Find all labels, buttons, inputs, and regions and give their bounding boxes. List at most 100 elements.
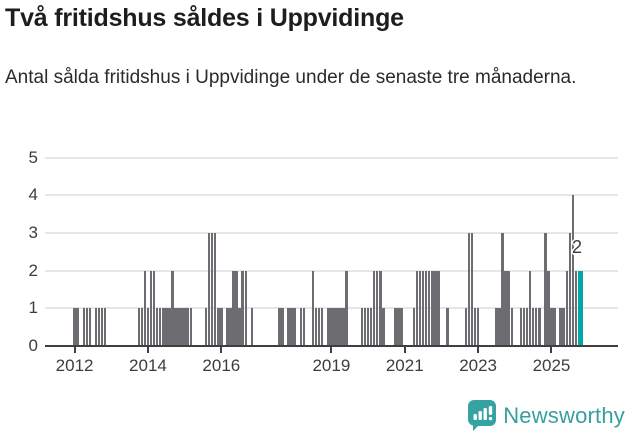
- x-axis-tick: [477, 347, 480, 353]
- bar: [235, 270, 238, 346]
- gridline-y4: [45, 194, 618, 197]
- bar: [379, 270, 382, 346]
- bar: [290, 308, 293, 346]
- gridline-y5: [45, 156, 618, 159]
- bar: [495, 308, 498, 346]
- bar: [562, 308, 565, 346]
- bar: [293, 308, 296, 346]
- bar: [339, 308, 342, 346]
- bar: [544, 232, 547, 346]
- bar: [281, 308, 284, 346]
- newsworthy-wordmark: Newsworthy: [503, 402, 625, 428]
- bar: [183, 308, 186, 346]
- bar: [525, 308, 529, 346]
- bar: [165, 308, 168, 346]
- x-axis-tick-label: 2016: [202, 356, 241, 375]
- bar: [568, 232, 572, 346]
- bar: [143, 270, 147, 346]
- bar: [137, 308, 141, 346]
- bar: [467, 232, 471, 346]
- x-axis-tick-label: 2023: [459, 356, 498, 375]
- x-axis-tick: [146, 347, 149, 353]
- bar: [327, 308, 330, 346]
- bar: [519, 308, 523, 346]
- bar: [207, 232, 211, 346]
- newsworthy-logo: Newsworthy: [468, 400, 625, 431]
- x-axis-tick-label: 2014: [129, 356, 167, 375]
- bar: [363, 308, 367, 346]
- bar: [528, 270, 532, 346]
- x-axis-line: [45, 345, 618, 347]
- bar: [412, 308, 416, 346]
- bar: [330, 308, 333, 346]
- bar: [82, 308, 86, 346]
- x-axis-tick-label: 2025: [532, 356, 571, 375]
- bar: [345, 270, 348, 346]
- bar: [302, 308, 306, 346]
- bar: [241, 270, 244, 346]
- x-axis-tick-label: 2021: [385, 356, 424, 375]
- bar: [342, 308, 345, 346]
- bar: [204, 308, 208, 346]
- bar: [299, 308, 303, 346]
- bar: [232, 270, 235, 346]
- bar: [427, 270, 431, 346]
- bar: [229, 308, 232, 346]
- bar: [565, 270, 569, 346]
- x-axis-tick: [403, 347, 406, 353]
- bar: [473, 308, 477, 346]
- bar: [424, 270, 428, 346]
- y-axis-tick-label: 3: [28, 222, 38, 242]
- bar: [171, 270, 174, 346]
- x-axis-tick-label: 2019: [312, 356, 351, 375]
- y-axis-tick-label: 4: [28, 185, 38, 205]
- bar: [158, 308, 162, 346]
- current-period-bar: [578, 270, 583, 346]
- bar: [470, 232, 474, 346]
- bar: [220, 308, 223, 346]
- bar: [415, 270, 419, 346]
- bar: [394, 308, 397, 346]
- bar: [250, 308, 254, 346]
- x-axis-tick: [330, 347, 333, 353]
- bar: [174, 308, 177, 346]
- bar: [421, 270, 425, 346]
- bar: [226, 308, 229, 346]
- bar: [278, 308, 281, 346]
- bar: [100, 308, 104, 346]
- bar: [372, 270, 376, 346]
- last-bar-value-label: 2: [572, 237, 583, 257]
- bar: [94, 308, 98, 346]
- bar: [162, 308, 165, 346]
- bar: [155, 308, 159, 346]
- bar: [360, 308, 364, 346]
- bar: [437, 270, 440, 346]
- bar: [574, 270, 578, 346]
- bar: [314, 308, 318, 346]
- x-axis-tick-label: 2012: [55, 356, 94, 375]
- bar: [238, 308, 241, 346]
- bar: [210, 232, 214, 346]
- bar: [244, 270, 248, 346]
- bar: [446, 308, 449, 346]
- bar: [168, 308, 171, 346]
- y-axis-tick-label: 5: [28, 147, 38, 167]
- bar: [149, 270, 153, 346]
- bar: [180, 308, 183, 346]
- bar: [547, 270, 550, 346]
- bar: [538, 308, 541, 346]
- bar: [400, 308, 403, 346]
- bar: [397, 308, 400, 346]
- bar: [507, 270, 510, 346]
- bar: [287, 308, 290, 346]
- bar: [73, 308, 76, 346]
- bar: [366, 308, 370, 346]
- bar: [186, 308, 189, 346]
- bar: [146, 308, 150, 346]
- bar: [85, 308, 89, 346]
- y-axis-tick-label: 1: [28, 298, 38, 318]
- bar: [213, 232, 217, 346]
- bar: [317, 308, 321, 346]
- bar: [504, 270, 507, 346]
